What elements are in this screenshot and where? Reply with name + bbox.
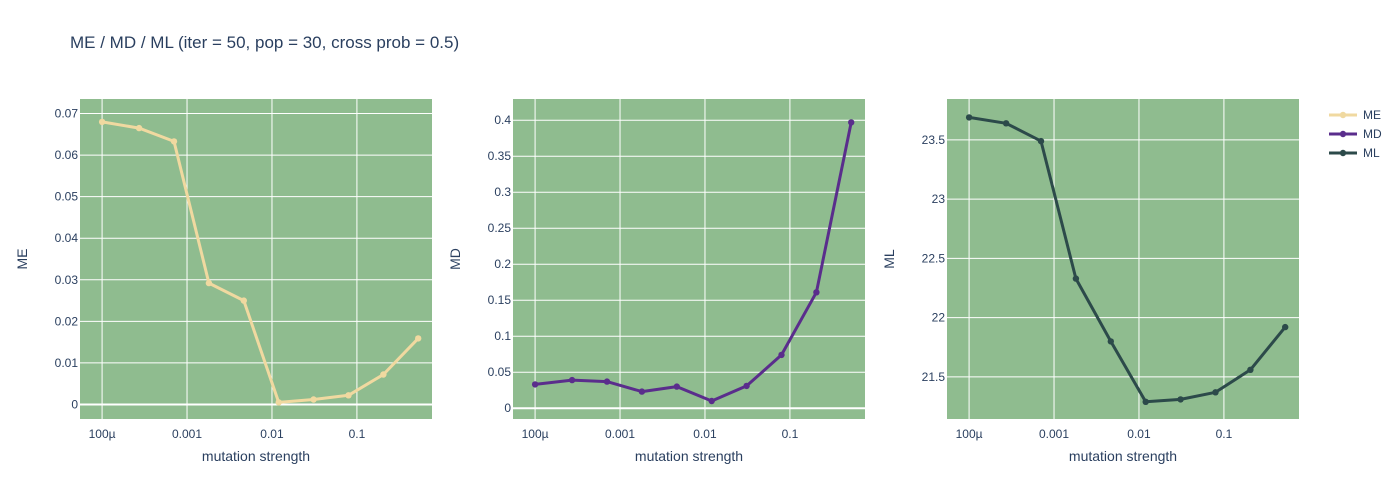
x-axis-title: mutation strength — [1069, 448, 1177, 464]
series-line-ml — [968, 115, 1287, 404]
y-tick-label: 0.1 — [494, 329, 511, 343]
data-point[interactable] — [135, 124, 143, 132]
data-point[interactable] — [848, 119, 855, 126]
x-axis-title: mutation strength — [202, 448, 310, 464]
y-tick-label: 0.05 — [488, 365, 512, 379]
legend-label: ME — [1363, 108, 1381, 122]
legend-item-md[interactable]: MD — [1329, 127, 1382, 141]
data-point[interactable] — [1002, 120, 1010, 127]
x-tick-label: 0.001 — [1039, 427, 1069, 441]
data-point[interactable] — [673, 383, 680, 390]
data-point[interactable] — [275, 399, 282, 406]
data-point[interactable] — [205, 279, 213, 287]
y-tick-label: 0.02 — [55, 314, 79, 328]
plot-area — [513, 99, 865, 419]
y-tick-label: 22 — [932, 311, 946, 325]
x-tick-label: 0.01 — [1127, 427, 1151, 441]
x-tick-label: 0.1 — [782, 427, 799, 441]
x-tick-label: 100µ — [522, 427, 549, 441]
y-tick-label: 0.2 — [494, 257, 511, 271]
data-point[interactable] — [1072, 275, 1080, 282]
data-point[interactable] — [568, 376, 576, 384]
x-tick-label: 0.001 — [605, 427, 635, 441]
data-point[interactable] — [240, 297, 247, 304]
plot-area — [80, 99, 432, 419]
y-tick-label: 0.3 — [494, 185, 511, 199]
x-tick-label: 0.1 — [1216, 427, 1233, 441]
legend[interactable]: ME MD ML — [1329, 108, 1382, 160]
x-tick-label: 0.1 — [349, 427, 366, 441]
y-axis-title: MD — [447, 248, 463, 270]
y-tick-label: 0.05 — [55, 190, 79, 204]
data-point[interactable] — [1282, 323, 1289, 331]
y-tick-label: 0.01 — [55, 356, 79, 370]
data-point[interactable] — [1212, 389, 1219, 396]
data-point[interactable] — [778, 351, 785, 359]
y-tick-label: 23 — [932, 192, 946, 206]
data-point[interactable] — [638, 388, 646, 395]
panel-me: 100µ 0.001 0.01 0.1 0 0.01 0.02 0.03 0.04 0.05 0.0… — [14, 99, 432, 464]
y-axis-title: ML — [881, 249, 897, 269]
y-tick-label: 22.5 — [922, 251, 946, 265]
legend-label: ML — [1363, 146, 1380, 160]
y-tick-label: 0.25 — [488, 221, 512, 235]
data-point[interactable] — [310, 396, 317, 403]
panel-ml: 100µ 0.001 0.01 0.1 21.5 22 22.5 23 23.5 mutation… — [881, 99, 1299, 464]
y-tick-label: 0 — [504, 401, 511, 415]
x-tick-label: 100µ — [89, 427, 116, 441]
chart-title: ME / MD / ML (iter = 50, pop = 30, cross… — [70, 33, 460, 52]
data-point[interactable] — [708, 397, 715, 405]
y-tick-label: 0.35 — [488, 149, 512, 163]
y-tick-label: 0 — [71, 397, 78, 411]
y-tick-label: 0.4 — [494, 113, 511, 127]
x-tick-label: 0.001 — [172, 427, 202, 441]
data-point[interactable] — [965, 114, 973, 121]
series-line-md — [534, 122, 853, 403]
data-point[interactable] — [415, 335, 422, 342]
x-tick-label: 0.01 — [260, 427, 284, 441]
data-point[interactable] — [1107, 338, 1115, 345]
y-axis-title: ME — [14, 249, 30, 270]
legend-swatch-marker — [1339, 149, 1347, 157]
data-point[interactable] — [98, 118, 106, 126]
series-line-me — [101, 120, 420, 404]
data-point[interactable] — [1247, 366, 1254, 373]
data-point[interactable] — [170, 138, 178, 145]
plot-area — [947, 99, 1299, 419]
legend-item-ml[interactable]: ML — [1329, 146, 1380, 160]
y-tick-label: 21.5 — [922, 370, 946, 384]
legend-item-me[interactable]: ME — [1329, 108, 1381, 122]
y-tick-label: 0.15 — [488, 293, 512, 307]
y-tick-label: 0.07 — [55, 107, 79, 121]
data-point[interactable] — [380, 371, 387, 378]
data-point[interactable] — [1142, 398, 1149, 405]
y-tick-label: 23.5 — [922, 133, 946, 147]
panel-md: 100µ 0.001 0.01 0.1 0 0.05 0.1 0.15 0.2 0.25 0.3 0.… — [447, 99, 865, 464]
x-tick-label: 0.01 — [693, 427, 717, 441]
legend-label: MD — [1363, 127, 1382, 141]
data-point[interactable] — [1037, 137, 1045, 145]
legend-swatch-marker — [1339, 130, 1347, 138]
data-point[interactable] — [345, 392, 352, 399]
data-point[interactable] — [531, 381, 539, 388]
x-axis-title: mutation strength — [635, 448, 743, 464]
y-tick-label: 0.03 — [55, 273, 79, 287]
y-tick-label: 0.04 — [55, 231, 79, 245]
legend-swatch-marker — [1339, 111, 1347, 119]
x-tick-label: 100µ — [956, 427, 983, 441]
data-point[interactable] — [603, 378, 611, 385]
data-point[interactable] — [743, 382, 750, 390]
data-point[interactable] — [1177, 396, 1184, 403]
data-point[interactable] — [813, 289, 820, 296]
y-tick-label: 0.06 — [55, 148, 79, 162]
